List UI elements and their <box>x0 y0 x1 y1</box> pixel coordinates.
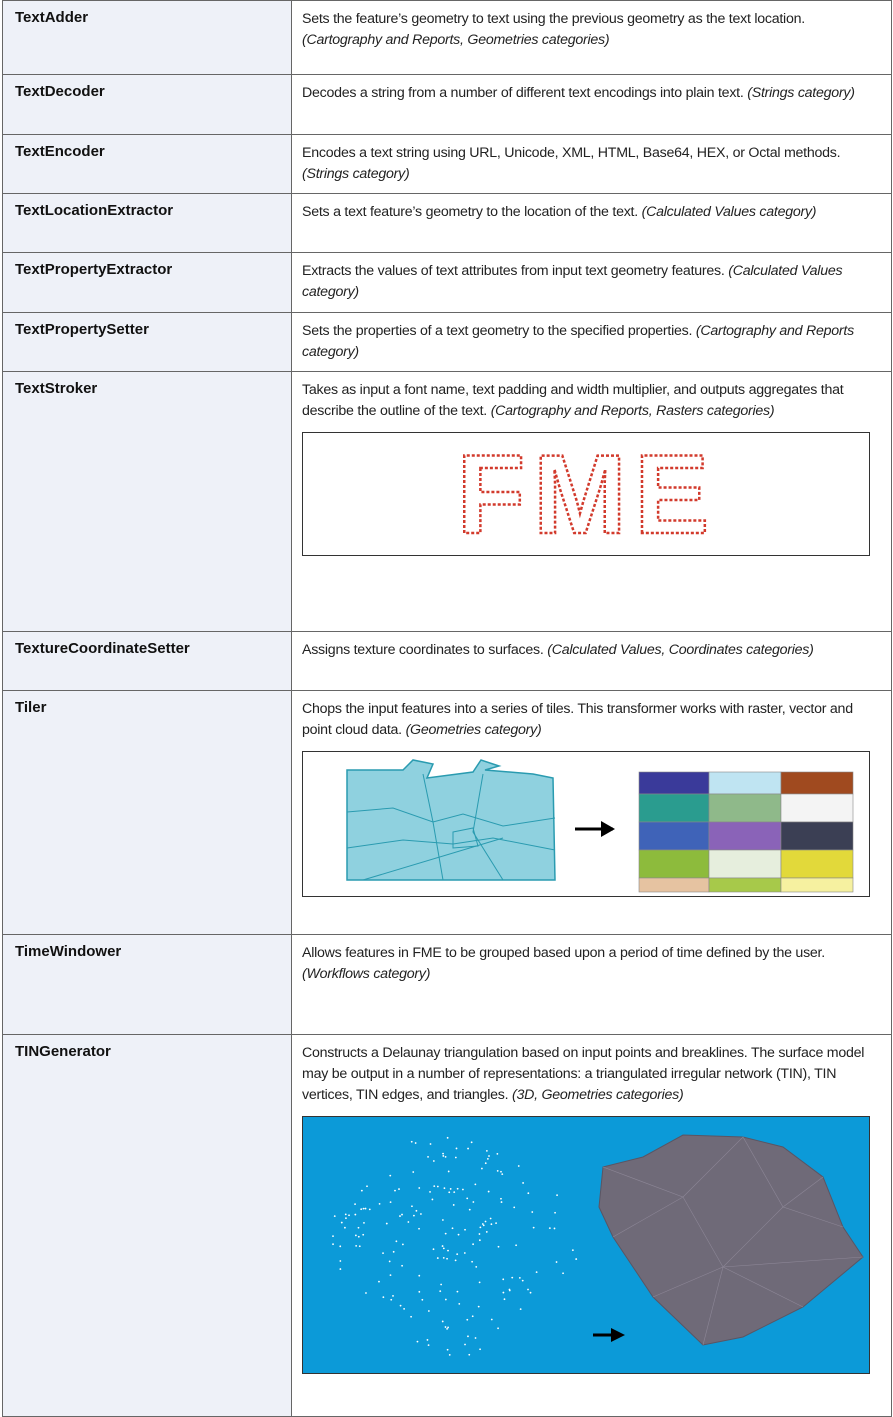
description-cell: Decodes a string from a number of differ… <box>291 74 892 135</box>
description-cell: Chops the input features into a series o… <box>291 690 892 935</box>
description-cell: Sets the feature’s geometry to text usin… <box>291 0 892 75</box>
description-cell: Takes as input a font name, text padding… <box>291 371 892 632</box>
category: (3D, Geometries categories) <box>511 1087 684 1103</box>
description: Sets a text feature’s geometry to the lo… <box>302 204 638 220</box>
description: Assigns texture coordinates to surfaces. <box>302 642 544 658</box>
description: Allows features in FME to be grouped bas… <box>302 945 825 961</box>
table-row: TextStroker Takes as input a font name, t… <box>2 371 892 632</box>
category: (Calculated Values category) <box>641 204 817 220</box>
description: Extracts the values of text attributes f… <box>302 263 725 279</box>
description-cell: Extracts the values of text attributes f… <box>291 252 892 313</box>
description-cell: Sets the properties of a text geometry t… <box>291 312 892 372</box>
transformer-name: TextLocationExtractor <box>2 193 292 253</box>
description: Takes as input a font name, text padding… <box>302 382 844 419</box>
image-text: FME <box>457 432 717 556</box>
table-row: TextEncoder Encodes a text string using U… <box>2 134 892 194</box>
description-cell: Encodes a text string using URL, Unicode… <box>291 134 892 194</box>
table-row: TextPropertySetter Sets the properties of… <box>2 312 892 372</box>
table-row: Tiler Chops the input features into a ser… <box>2 690 892 935</box>
description: Constructs a Delaunay triangulation base… <box>302 1045 865 1103</box>
category: (Cartography and Reports, Geometries cat… <box>302 32 610 48</box>
transformer-name: TextEncoder <box>2 134 292 194</box>
category: (Cartography and Reports, Rasters catego… <box>490 403 775 419</box>
table-row: TextAdder Sets the feature’s geometry to … <box>2 0 892 75</box>
fme-outline-image: FME <box>302 432 870 556</box>
transformer-name: TimeWindower <box>2 934 292 1035</box>
transformer-name: TextAdder <box>2 0 292 75</box>
description-cell: Assigns texture coordinates to surfaces.… <box>291 631 892 691</box>
tiler-image <box>302 751 870 897</box>
description-cell: Constructs a Delaunay triangulation base… <box>291 1034 892 1417</box>
description: Decodes a string from a number of differ… <box>302 85 744 101</box>
description-cell: Sets a text feature’s geometry to the lo… <box>291 193 892 253</box>
transformer-name: TextStroker <box>2 371 292 632</box>
transformer-name: TextPropertySetter <box>2 312 292 372</box>
description: Chops the input features into a series o… <box>302 701 853 738</box>
category: (Workflows category) <box>302 966 431 982</box>
description: Sets the properties of a text geometry t… <box>302 323 693 339</box>
table-row: TextureCoordinateSetter Assigns texture c… <box>2 631 892 691</box>
category: (Calculated Values, Coordinates categori… <box>547 642 814 658</box>
description: Encodes a text string using URL, Unicode… <box>302 145 841 161</box>
transformer-name: TextureCoordinateSetter <box>2 631 292 691</box>
tin-image <box>302 1116 870 1374</box>
table-row: TimeWindower Allows features in FME to be… <box>2 934 892 1035</box>
category: (Cartography and Reports category) <box>302 323 854 360</box>
table-row: TINGenerator Constructs a Delaunay triang… <box>2 1034 892 1417</box>
description-cell: Allows features in FME to be grouped bas… <box>291 934 892 1035</box>
category: (Geometries category) <box>405 722 542 738</box>
category: (Strings category) <box>747 85 855 101</box>
table-row: TextLocationExtractor Sets a text feature… <box>2 193 892 253</box>
table-row: TextPropertyExtractor Extracts the values… <box>2 252 892 313</box>
table-row: TextDecoder Decodes a string from a numbe… <box>2 74 892 135</box>
category: (Strings category) <box>302 166 410 182</box>
transformer-name: TextPropertyExtractor <box>2 252 292 313</box>
transformer-name: Tiler <box>2 690 292 935</box>
description: Sets the feature’s geometry to text usin… <box>302 11 805 27</box>
category: (Calculated Values category) <box>302 263 843 300</box>
transformer-name: TextDecoder <box>2 74 292 135</box>
transformer-name: TINGenerator <box>2 1034 292 1417</box>
